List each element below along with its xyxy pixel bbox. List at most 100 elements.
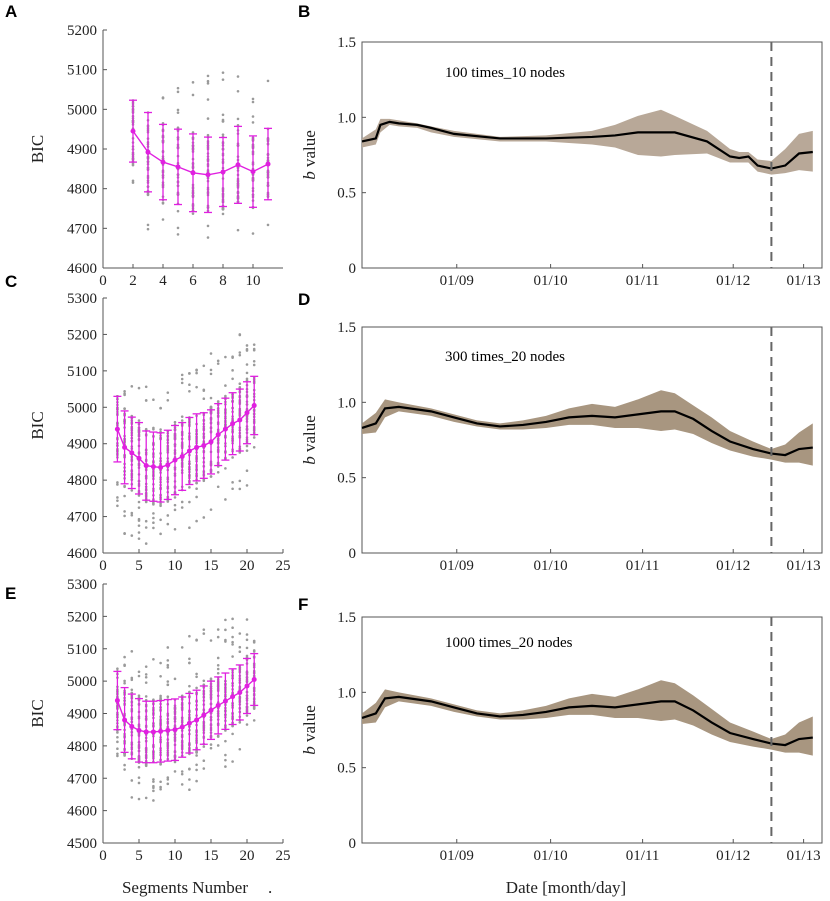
scatter-point — [159, 661, 162, 665]
scatter-point — [224, 765, 227, 768]
scatter-point — [245, 484, 249, 487]
scatter-point — [202, 628, 206, 631]
scatter-point — [206, 82, 210, 85]
scatter-point — [231, 369, 234, 372]
mean-point — [230, 694, 236, 700]
scatter-point — [152, 778, 155, 781]
y-tick-label: 5000 — [67, 674, 97, 690]
scatter-point — [195, 371, 198, 375]
y-axis-title: b value — [300, 705, 319, 755]
x-tick-label: 0 — [99, 848, 107, 864]
scatter-point — [195, 369, 198, 372]
scatter-point — [137, 674, 141, 678]
scatter-point — [137, 506, 141, 510]
scatter-point — [238, 645, 242, 649]
scatter-point — [166, 680, 170, 683]
mean-point — [194, 717, 200, 723]
scatter-point — [176, 90, 180, 94]
y-tick-label: 5000 — [67, 400, 97, 416]
scatter-point — [180, 415, 184, 418]
scatter-point — [188, 526, 191, 530]
x-tick-label: 2 — [129, 273, 137, 289]
y-tick-label: 1.0 — [337, 685, 356, 701]
scatter-point — [152, 698, 155, 702]
scatter-point — [209, 508, 213, 511]
x-tick-label: 01/13 — [787, 848, 821, 864]
scatter-point — [116, 740, 119, 744]
scatter-point — [173, 677, 177, 681]
scatter-point — [166, 782, 170, 786]
scatter-point — [195, 481, 198, 485]
scatter-point — [224, 628, 227, 632]
scatter-point — [195, 495, 198, 499]
x-tick-label: 01/12 — [716, 273, 750, 289]
scatter-point — [123, 393, 126, 397]
scatter-point — [144, 526, 148, 529]
mean-point — [201, 712, 207, 718]
scatter-point — [238, 479, 242, 483]
mean-point — [179, 453, 185, 459]
scatter-point — [176, 233, 180, 236]
mean-point — [114, 426, 120, 432]
mean-point — [130, 128, 136, 134]
scatter-point — [137, 670, 141, 674]
y-tick-label: 4700 — [67, 221, 97, 237]
scatter-point — [180, 770, 184, 773]
scatter-point — [221, 113, 225, 117]
y-tick-label: 4600 — [67, 804, 97, 820]
scatter-point — [188, 788, 191, 792]
mean-point — [150, 464, 156, 470]
scatter-point — [221, 212, 225, 216]
scatter-point — [116, 481, 119, 484]
mean-point — [186, 720, 192, 726]
y-tick-label: 4900 — [67, 437, 97, 453]
scatter-point — [221, 71, 225, 74]
scatter-point — [159, 532, 162, 536]
mean-point — [251, 677, 257, 683]
mean-point — [160, 159, 166, 165]
scatter-point — [159, 504, 162, 508]
scatter-point — [130, 511, 134, 515]
scatter-point — [245, 377, 249, 381]
scatter-point — [176, 111, 180, 114]
scatter-point — [159, 787, 162, 791]
scatter-point — [166, 776, 170, 779]
scatter-point — [166, 666, 170, 669]
uncertainty-band — [362, 109, 813, 175]
scatter-point — [137, 524, 141, 527]
y-tick-label: 4700 — [67, 510, 97, 526]
scatter-point — [173, 508, 177, 512]
scatter-point — [137, 776, 141, 779]
plot-frame — [361, 41, 823, 269]
y-axis-title: b value — [300, 130, 319, 180]
mean-point — [143, 463, 149, 469]
scatter-point — [195, 519, 198, 523]
mean-point — [145, 149, 151, 155]
scatter-point — [231, 635, 234, 639]
panel-annotation: 100 times_10 nodes — [445, 65, 565, 81]
scatter-point — [188, 684, 191, 688]
scatter-point — [209, 368, 213, 372]
x-tick-label: 01/09 — [440, 558, 474, 574]
scatter-point — [161, 218, 165, 221]
scatter-point — [123, 494, 126, 498]
scatter-point — [166, 683, 170, 687]
x-tick-label: 25 — [276, 848, 291, 864]
right-xlabel: Date [month/day] — [506, 878, 626, 897]
panel-b: B 0 0.5 1.0 1.5 01/09 01/10 01/11 01/12 01/13 b va… — [298, 2, 823, 289]
scatter-point — [159, 674, 162, 678]
scatter-point — [216, 664, 220, 667]
scatter-point — [188, 778, 191, 781]
plot-frame — [361, 326, 823, 554]
x-tick-label: 10 — [168, 558, 183, 574]
mean-point — [250, 169, 256, 175]
scatter-point — [251, 121, 255, 124]
scatter-point — [123, 407, 126, 411]
scatter-point — [252, 445, 256, 449]
scatter-point — [191, 81, 195, 84]
scatter-point — [137, 797, 141, 801]
scatter-point — [238, 650, 242, 654]
scatter-point — [216, 485, 220, 489]
x-tick-label: 01/11 — [626, 848, 660, 864]
mean-point — [114, 698, 120, 704]
